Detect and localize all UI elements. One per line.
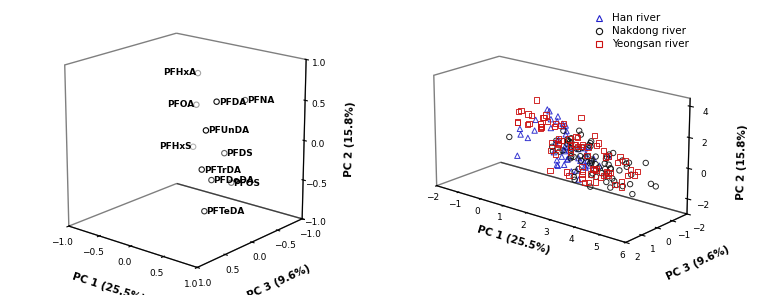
Legend: Han river, Nakdong river, Yeongsan river: Han river, Nakdong river, Yeongsan river: [586, 11, 691, 52]
Y-axis label: PC 3 (9.6%): PC 3 (9.6%): [245, 263, 312, 295]
Y-axis label: PC 3 (9.6%): PC 3 (9.6%): [665, 244, 731, 282]
X-axis label: PC 1 (25.5%): PC 1 (25.5%): [71, 272, 146, 295]
X-axis label: PC 1 (25.5%): PC 1 (25.5%): [476, 225, 551, 256]
